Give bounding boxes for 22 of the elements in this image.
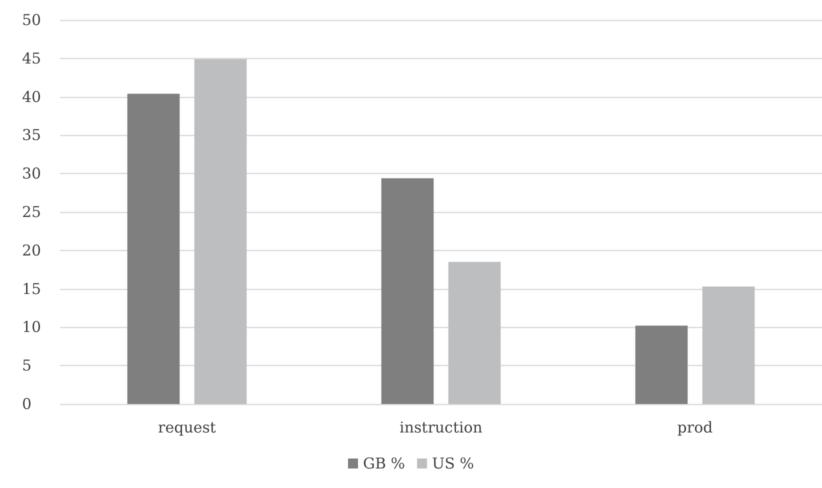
y-tick-label: 0: [22, 395, 32, 413]
bar: [127, 94, 180, 404]
y-tick-label: 50: [22, 11, 42, 29]
y-tick-label: 45: [22, 49, 42, 68]
y-tick-label: 5: [22, 356, 32, 375]
y-tick-label: 10: [22, 318, 42, 336]
bar: [381, 178, 434, 404]
x-tick-label: request: [158, 418, 216, 436]
bar: [635, 326, 688, 404]
x-tick-label: prod: [677, 418, 714, 436]
y-tick-label: 40: [22, 88, 42, 106]
bar: [194, 59, 247, 404]
x-tick-label: instruction: [400, 418, 483, 436]
y-tick-label: 35: [22, 126, 42, 144]
y-tick-label: 25: [22, 203, 42, 221]
legend-label: GB %: [363, 454, 406, 472]
y-tick-label: 30: [22, 164, 42, 183]
y-tick-label: 20: [22, 241, 42, 260]
bar: [702, 286, 755, 404]
legend-label: US %: [432, 454, 474, 472]
y-tick-label: 15: [22, 280, 42, 298]
bar: [448, 262, 501, 404]
